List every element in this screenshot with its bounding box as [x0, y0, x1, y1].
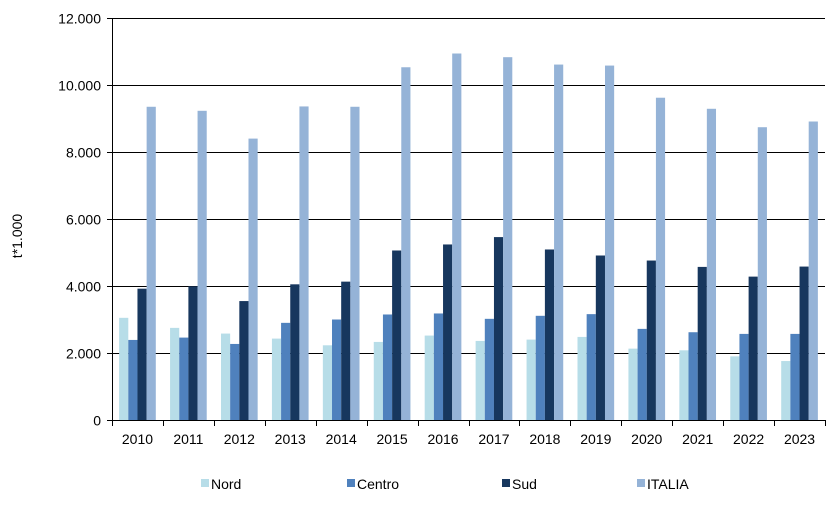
bar: [688, 332, 698, 420]
bar: [637, 328, 647, 420]
legend-label: Centro: [357, 476, 399, 492]
bar: [697, 266, 707, 420]
x-tick-label: 2014: [326, 431, 357, 447]
legend-label: Sud: [512, 476, 537, 492]
legend-swatch: [502, 479, 510, 487]
bar: [628, 348, 638, 420]
bar: [373, 341, 383, 420]
x-tick-label: 2015: [377, 431, 408, 447]
bar: [493, 237, 504, 420]
bar: [475, 340, 485, 420]
bar: [197, 110, 207, 421]
bar: [128, 339, 138, 420]
bar: [137, 288, 147, 420]
y-tick-label: 6.000: [66, 212, 101, 228]
bar: [248, 138, 258, 420]
bar: [322, 345, 333, 420]
bar: [646, 260, 656, 420]
bar: [679, 350, 689, 420]
bar: [424, 335, 434, 420]
x-tick-label: 2012: [224, 431, 255, 447]
bar: [299, 106, 309, 420]
bar: [281, 322, 291, 420]
x-tick-label: 2013: [275, 431, 306, 447]
bar: [655, 97, 666, 420]
bar: [748, 276, 758, 420]
bar: [757, 127, 767, 421]
legend-swatch: [201, 479, 209, 487]
bars: [119, 53, 818, 421]
legend-label: Nord: [211, 476, 241, 492]
bar: [170, 327, 180, 421]
y-axis-label: t*1.000: [9, 214, 25, 259]
x-tick-label: 2021: [682, 431, 713, 447]
bar: [230, 343, 240, 420]
bar: [433, 313, 444, 420]
bar: [503, 57, 513, 420]
bar: [554, 64, 564, 420]
x-tick-label: 2023: [784, 431, 815, 447]
bar: [452, 53, 462, 420]
legend-label: ITALIA: [647, 476, 689, 492]
y-tick-label: 4.000: [66, 279, 101, 295]
bar: [799, 266, 809, 420]
bar: [544, 249, 555, 420]
legend: Nord Centro Sud ITALIA: [201, 476, 689, 492]
bar: [808, 121, 818, 420]
y-tick-label: 2.000: [66, 346, 101, 362]
bar: [382, 314, 393, 420]
x-tick-label: 2017: [478, 431, 509, 447]
x-tick-label: 2019: [580, 431, 611, 447]
bar: [188, 286, 198, 420]
bar: [332, 319, 342, 420]
y-tick-label: 10.000: [58, 78, 101, 94]
legend-swatch: [347, 479, 355, 487]
axes: 0 2.000 4.000 6.000 8.000 10.000 12.000 2010 201…: [58, 11, 826, 447]
bar: [730, 356, 740, 420]
bar: [484, 318, 494, 420]
bar: [706, 108, 717, 420]
bar: [392, 250, 402, 420]
bar: [443, 244, 453, 420]
bar: [179, 337, 189, 420]
y-tick-label: 12.000: [58, 11, 101, 27]
legend-swatch: [637, 479, 645, 487]
bar: [350, 106, 360, 421]
bar: [535, 315, 545, 420]
bar: [739, 333, 749, 420]
y-tick-label: 8.000: [66, 145, 101, 161]
bar: [146, 106, 156, 421]
x-tick-label: 2022: [733, 431, 764, 447]
x-tick-label: 2010: [122, 431, 153, 447]
bar: [790, 333, 800, 420]
bar: [577, 336, 587, 420]
x-tick-label: 2020: [631, 431, 662, 447]
bar: [119, 317, 129, 420]
bar: [595, 255, 605, 420]
gridlines: [112, 18, 825, 354]
bar: [239, 301, 249, 420]
bar: [526, 339, 536, 420]
bar: [781, 361, 791, 420]
y-tick-label: 0: [93, 413, 101, 429]
x-tick-label: 2011: [173, 431, 203, 447]
x-tick-label: 2016: [427, 431, 458, 447]
bar: [341, 281, 351, 420]
bar: [271, 338, 282, 420]
bar: [290, 284, 300, 420]
bar: [604, 65, 615, 420]
x-tick-label: 2018: [529, 431, 560, 447]
bar: [401, 67, 411, 420]
bar: [586, 314, 596, 420]
bar: [220, 333, 231, 420]
